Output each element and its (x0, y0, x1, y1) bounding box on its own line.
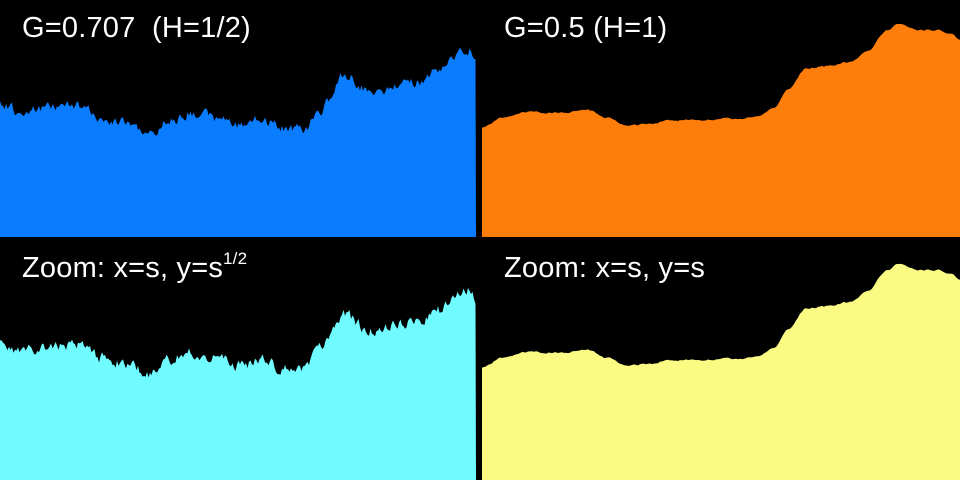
smooth-zoom-trace-fill (482, 263, 960, 480)
trace-area-zoom-linear (482, 263, 960, 480)
vertical-divider (476, 0, 482, 480)
panel-zoom-sqrt: Zoom: x=s, y=s1/2 (0, 240, 476, 480)
panel-brownian-h-half: G=0.707 (H=1/2) (0, 0, 476, 237)
trace-area-h-half (0, 48, 476, 237)
panel-label-h-half: G=0.707 (H=1/2) (22, 12, 251, 44)
panel-label-zoom-sqrt: Zoom: x=s, y=s1/2 (22, 250, 247, 284)
zoom-label-exponent: 1/2 (223, 249, 248, 268)
smooth-trace-fill (482, 23, 960, 237)
rough-zoom-trace-fill (0, 288, 476, 480)
trace-area-h-one (482, 23, 960, 237)
rough-trace-fill (0, 48, 476, 237)
zoom-label-main: Zoom: x=s, y=s (22, 252, 224, 284)
panel-label-h-one: G=0.5 (H=1) (504, 12, 668, 44)
panel-zoom-linear: Zoom: x=s, y=s (482, 240, 960, 480)
trace-area-zoom-sqrt (0, 288, 476, 480)
horizontal-divider (0, 237, 960, 240)
panel-smooth-h-one: G=0.5 (H=1) (482, 0, 960, 237)
panel-label-zoom-linear: Zoom: x=s, y=s (504, 252, 706, 284)
